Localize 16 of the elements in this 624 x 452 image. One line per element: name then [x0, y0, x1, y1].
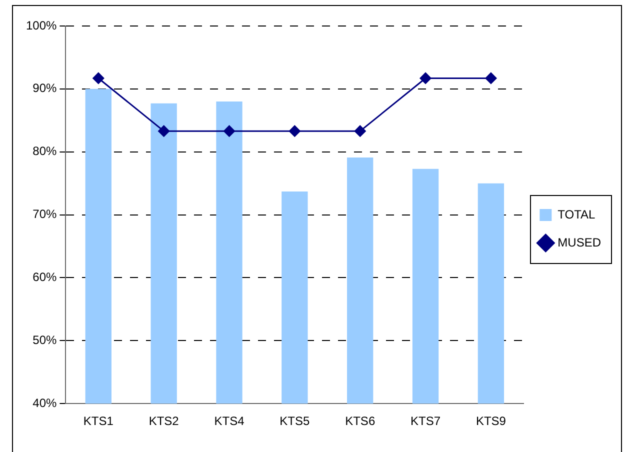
y-tick-label: 90% [32, 81, 58, 96]
y-tick-label: 70% [32, 207, 58, 222]
x-tick-label: KTS7 [410, 414, 441, 428]
x-tick-label: KTS4 [214, 414, 245, 428]
y-tick-label: 60% [32, 270, 58, 284]
x-tick-label: KTS9 [476, 414, 506, 428]
y-tick-label: 100% [26, 18, 58, 32]
y-tick-label: 40% [32, 396, 58, 410]
x-tick-label: KTS2 [148, 414, 180, 428]
x-tick-label: KTS6 [345, 414, 376, 428]
legend-label: MUSED [558, 235, 602, 250]
y-tick-label: 50% [32, 332, 58, 347]
y-tick-label: 80% [32, 144, 58, 158]
legend-label: TOTAL [558, 207, 596, 222]
x-tick-label: KTS1 [83, 414, 114, 428]
x-tick-label: KTS5 [280, 414, 310, 428]
